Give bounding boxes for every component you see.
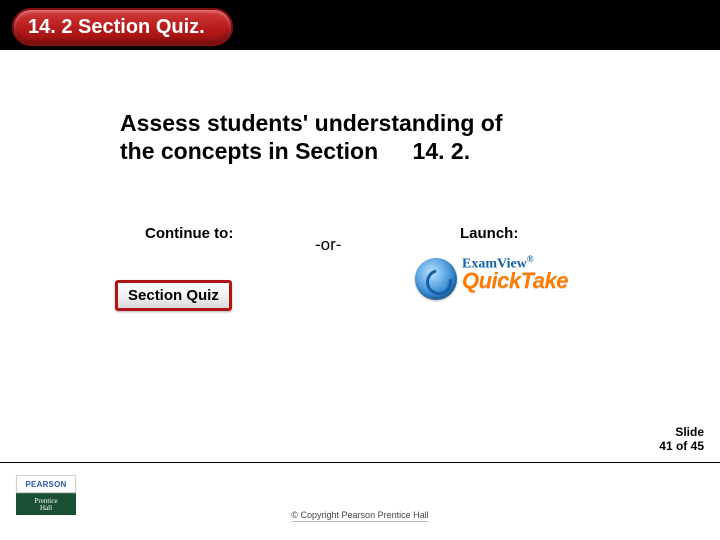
footer: Slide 41 of 45 PEARSON Prentice Hall © C… [0, 462, 720, 540]
prentice-line2: Hall [40, 505, 52, 512]
pearson-wordmark: PEARSON [16, 475, 76, 493]
pearson-logo: PEARSON Prentice Hall [16, 475, 76, 515]
header-bar: 14. 2 Section Quiz. [0, 0, 720, 50]
instruction-line2: the concepts in Section [120, 138, 378, 164]
registered-mark: ® [527, 254, 534, 264]
title-pill: 14. 2 Section Quiz. [12, 8, 233, 46]
quicktake-brand: QuickTake [462, 268, 568, 294]
slide-label: Slide [675, 425, 704, 439]
slide-number: 41 of 45 [659, 439, 704, 453]
instruction-text: Assess students' understanding of the co… [120, 110, 620, 165]
instruction-line1: Assess students' understanding of [120, 110, 502, 136]
continue-label: Continue to: [145, 225, 233, 242]
copyright-text: © Copyright Pearson Prentice Hall [291, 510, 428, 522]
page-title: 14. 2 Section Quiz. [28, 16, 205, 39]
section-number: 14. 2. [413, 138, 471, 166]
slide-counter: Slide 41 of 45 [659, 425, 704, 454]
prentice-hall-wordmark: Prentice Hall [16, 493, 76, 515]
examview-globe-icon [415, 258, 457, 300]
examview-quicktake-button[interactable]: ExamView® QuickTake [415, 250, 605, 310]
or-label: -or- [315, 235, 341, 255]
launch-label: Launch: [460, 225, 518, 242]
section-quiz-button[interactable]: Section Quiz [115, 280, 232, 311]
